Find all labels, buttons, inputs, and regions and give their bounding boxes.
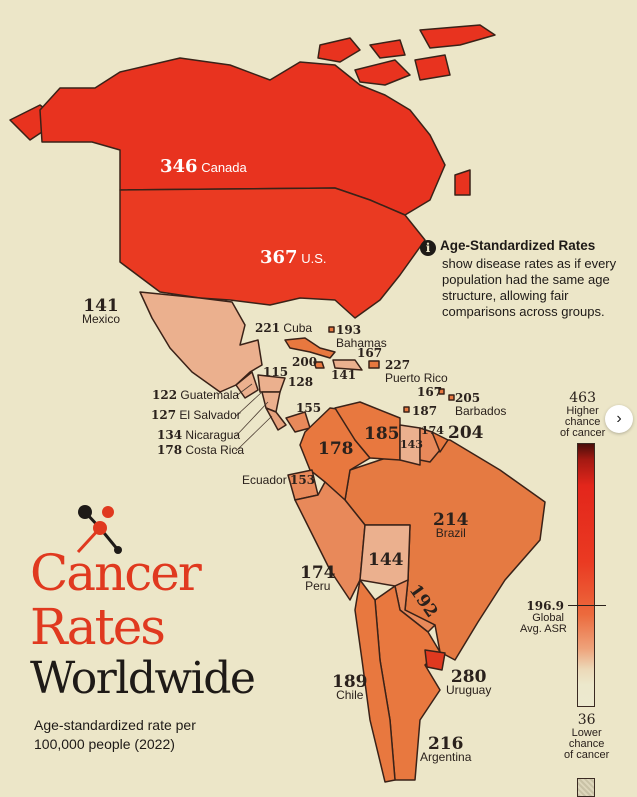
title-line2-rates: Rates <box>30 598 166 656</box>
country-island-167[interactable] <box>438 388 445 395</box>
country-chile[interactable] <box>354 579 396 783</box>
label-venezuela: 185 <box>364 424 400 444</box>
country-us[interactable] <box>119 187 426 319</box>
label-brazil: 214 Brazil <box>433 510 469 540</box>
country-suriname[interactable] <box>419 427 441 463</box>
country-costa-rica[interactable] <box>265 407 287 431</box>
label-canada: 346 Canada <box>160 156 247 177</box>
label-nicaragua: 134 Nicaragua <box>157 428 241 442</box>
label-ecuador: Ecuador 153 <box>242 473 316 487</box>
info-icon: i <box>420 240 436 256</box>
country-guyana[interactable] <box>399 424 421 466</box>
label-uruguay: 280 Uruguay <box>446 667 492 697</box>
color-scale-bar <box>577 443 595 707</box>
country-hispaniola[interactable] <box>332 359 363 371</box>
country-barbados[interactable] <box>448 394 455 401</box>
label-panama: 155 <box>296 401 322 415</box>
country-puerto-rico[interactable] <box>368 360 380 369</box>
country-panama[interactable] <box>285 411 311 433</box>
label-guatemala: 122 Guatemala <box>152 388 240 402</box>
leader-lines <box>235 383 273 452</box>
global-average-marker <box>568 605 606 606</box>
label-honduras: 128 <box>288 375 314 389</box>
label-argentina: 216 Argentina <box>420 734 472 764</box>
country-jamaica[interactable] <box>313 361 325 369</box>
info-body: show disease rates as if every populatio… <box>442 256 617 319</box>
next-button[interactable]: › <box>605 405 633 433</box>
info-box: i Age-Standardized Rates show disease rat… <box>420 238 620 320</box>
legend-min: 36 Lower chance of cancer <box>564 712 610 761</box>
label-bolivia: 144 <box>368 550 404 570</box>
country-nicaragua[interactable] <box>261 391 281 413</box>
label-costa-rica: 178 Costa Rica <box>157 443 245 457</box>
no-data-swatch <box>577 778 595 797</box>
label-trinidad: 187 <box>412 404 438 418</box>
title-line1: Cancer <box>30 544 202 602</box>
legend-max: 463 Higher chance of cancer <box>560 390 606 439</box>
label-belize: 115 <box>263 365 289 379</box>
country-trinidad[interactable] <box>403 406 410 413</box>
label-french-guiana: 204 <box>448 423 484 443</box>
label-chile: 189 Chile <box>332 672 368 702</box>
label-puerto-rico: 227 Puerto Rico <box>385 358 448 385</box>
logo-icon <box>76 505 122 554</box>
country-french-guiana[interactable] <box>431 431 449 453</box>
label-bahamas: 193 Bahamas <box>336 323 387 350</box>
label-island-167: 167 <box>417 385 443 399</box>
country-uruguay[interactable] <box>424 649 446 671</box>
canada-islands <box>9 24 496 196</box>
legend-avg: 196.9 Global Avg. ASR <box>520 599 567 635</box>
subtitle: Age-standardized rate per 100,000 people … <box>34 717 196 752</box>
country-mexico[interactable] <box>139 291 263 393</box>
label-cuba: 221 Cuba <box>255 321 313 335</box>
label-barbados: 205 Barbados <box>455 391 507 418</box>
country-canada[interactable] <box>39 57 446 216</box>
title-line2: Worldwide <box>30 653 256 704</box>
country-cuba[interactable] <box>284 337 336 359</box>
label-us: 367 U.S. <box>260 247 327 268</box>
label-mexico: 141 Mexico <box>82 296 121 326</box>
info-heading: Age-Standardized Rates <box>440 238 596 253</box>
label-colombia: 178 <box>318 439 354 459</box>
label-jamaica: 200 <box>292 355 318 369</box>
label-hispaniola: 167 <box>357 346 383 360</box>
label-suriname: 174 <box>421 424 444 437</box>
label-guyana: 143 <box>400 438 423 451</box>
country-bahamas[interactable] <box>328 326 335 333</box>
label-haiti: 141 <box>331 368 357 382</box>
label-peru: 174 Peru <box>300 563 336 593</box>
label-el-salvador: 127 El Salvador <box>151 408 241 422</box>
